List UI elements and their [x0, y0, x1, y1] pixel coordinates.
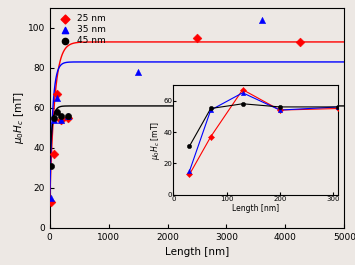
Point: [55, 92, 60, 96]
Y-axis label: $\mu_0 H_c$ [mT]: $\mu_0 H_c$ [mT]: [12, 91, 26, 144]
Legend: 25 nm, 35 nm, 45 nm: 25 nm, 35 nm, 45 nm: [54, 12, 108, 47]
Point: [297, 40, 303, 44]
Point: [51, 152, 57, 156]
Point: [194, 36, 200, 40]
Point: [55, 96, 60, 100]
Point: [59, 118, 64, 122]
Point: [55, 110, 60, 114]
Point: [49, 200, 54, 204]
X-axis label: Length [nm]: Length [nm]: [165, 247, 229, 257]
Point: [135, 70, 141, 74]
Point: [297, 106, 303, 110]
Point: [65, 116, 71, 120]
Point: [59, 114, 64, 118]
Point: [49, 164, 54, 168]
Point: [259, 18, 265, 22]
Point: [59, 118, 64, 122]
Point: [49, 196, 54, 200]
Point: [65, 114, 71, 118]
Point: [194, 106, 200, 110]
Point: [51, 118, 57, 122]
Point: [65, 114, 71, 118]
Point: [51, 116, 57, 120]
